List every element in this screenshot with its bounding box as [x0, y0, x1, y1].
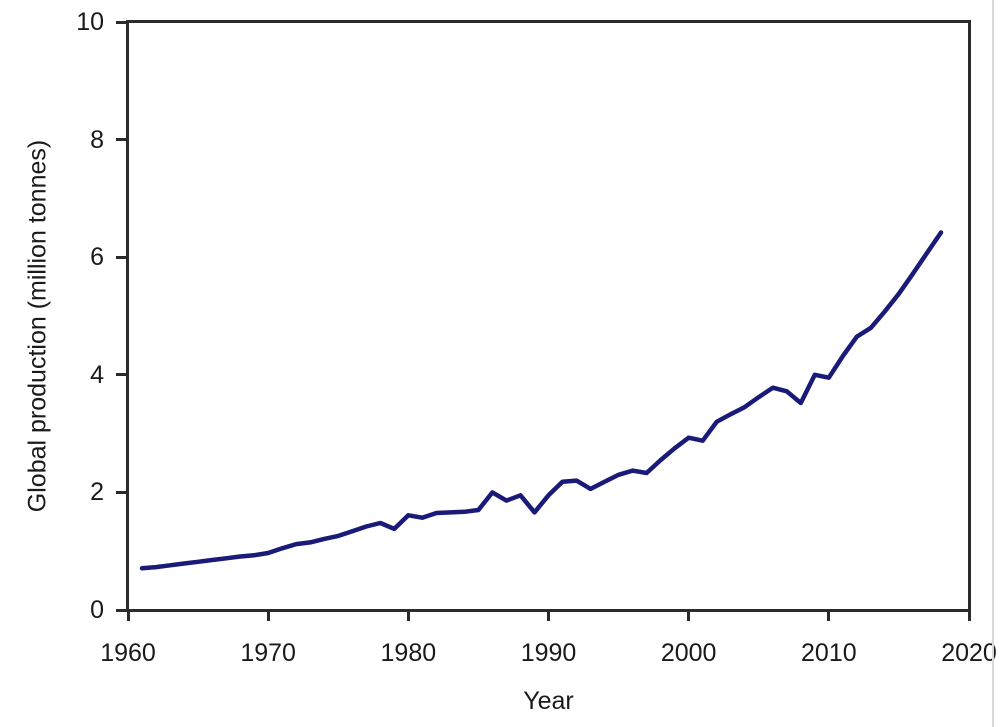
y-axis-tick-label: 2	[90, 478, 104, 507]
x-axis-tick	[406, 610, 410, 621]
y-axis-tick	[116, 255, 127, 259]
x-axis-tick-label: 2020	[941, 639, 997, 667]
global-production-line	[139, 230, 944, 571]
x-axis-tick-label: 1990	[520, 639, 577, 667]
x-axis-tick-label: 1960	[100, 639, 156, 667]
x-axis-tick-label: 2000	[660, 639, 717, 667]
plot-area	[126, 20, 971, 612]
y-axis-tick	[116, 608, 127, 612]
y-axis-tick-label: 0	[90, 596, 104, 624]
x-axis-tick-label: 1980	[380, 639, 437, 667]
y-axis-tick-label: 6	[90, 243, 104, 272]
y-axis-tick-label: 10	[76, 8, 104, 36]
y-axis-title: Global production (million tonnes)	[23, 139, 52, 513]
x-axis-title: Year	[523, 687, 574, 715]
y-axis-tick-label: 8	[90, 125, 104, 154]
x-axis-tick-label: 1970	[240, 639, 296, 667]
x-axis-tick	[126, 610, 130, 621]
page-edge-line	[992, 0, 994, 727]
x-axis-tick	[547, 610, 550, 621]
x-axis-tick-label: 2010	[801, 639, 857, 667]
y-axis-tick	[116, 373, 127, 377]
series-svg	[139, 230, 944, 571]
y-axis-tick	[116, 490, 127, 494]
x-axis-tick	[967, 610, 971, 621]
x-axis-tick	[266, 610, 270, 621]
y-axis-tick	[116, 20, 127, 24]
x-axis-tick	[687, 610, 691, 621]
y-axis-tick-label: 4	[90, 360, 104, 389]
y-axis-tick	[116, 138, 127, 142]
x-axis-tick	[827, 610, 831, 621]
